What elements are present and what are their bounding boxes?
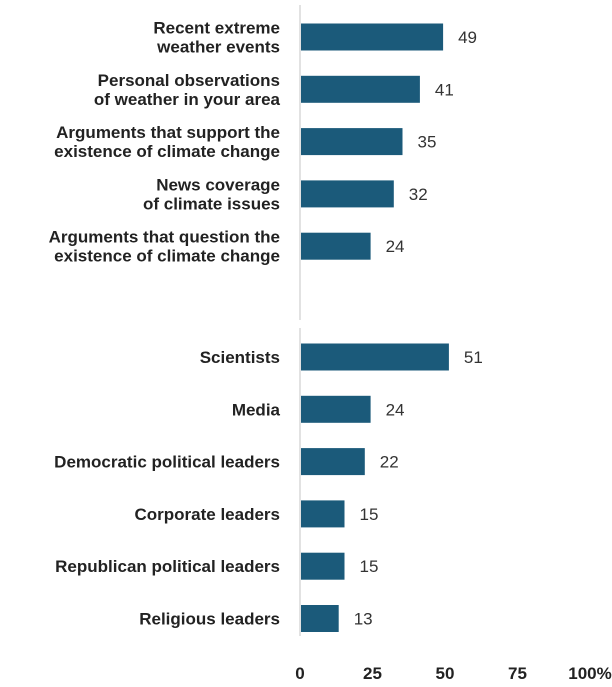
- value-label-1-4: 15: [360, 557, 379, 576]
- x-tick-1: 25: [363, 664, 382, 683]
- category-label-0-1: Personal observations of weather in your …: [94, 71, 281, 109]
- value-label-0-0: 49: [458, 28, 477, 47]
- category-labels: Recent extreme weather events Personal obs…: [49, 19, 281, 629]
- bars: [301, 23, 449, 632]
- bar-0-0: [301, 23, 444, 51]
- bar-0-3: [301, 180, 394, 208]
- value-label-0-4: 24: [386, 237, 405, 256]
- category-label-1-0: Scientists: [200, 348, 280, 367]
- value-label-1-5: 13: [354, 610, 373, 629]
- category-label-0-3: News coverage of climate issues: [143, 175, 280, 213]
- value-label-1-2: 22: [380, 453, 399, 472]
- value-label-1-0: 51: [464, 348, 483, 367]
- category-label-1-5: Religious leaders: [139, 610, 280, 629]
- bar-1-1: [301, 395, 371, 423]
- category-label-0-4: Arguments that question the existence of …: [49, 228, 280, 266]
- category-label-1-4: Republican political leaders: [55, 557, 280, 576]
- category-label-0-2: Arguments that support the existence of c…: [54, 123, 280, 161]
- category-label-1-1: Media: [232, 400, 281, 419]
- x-axis-ticks: 0 25 50 75 100%: [295, 664, 611, 683]
- x-tick-4: 100%: [568, 664, 611, 683]
- bar-1-4: [301, 552, 345, 580]
- category-label-0-0: Recent extreme weather events: [153, 19, 280, 57]
- bar-1-3: [301, 500, 345, 528]
- value-label-1-3: 15: [360, 505, 379, 524]
- bar-0-1: [301, 75, 420, 103]
- value-label-0-3: 32: [409, 185, 428, 204]
- x-tick-3: 75: [508, 664, 527, 683]
- bar-0-2: [301, 128, 403, 156]
- bar-1-2: [301, 448, 365, 476]
- value-label-0-1: 41: [435, 80, 454, 99]
- bar-1-5: [301, 605, 339, 632]
- category-label-1-3: Corporate leaders: [135, 505, 281, 524]
- value-labels: 49 41 35 32 24 51 24 22 15 15 13: [354, 28, 483, 629]
- bar-1-0: [301, 343, 449, 371]
- x-tick-2: 50: [436, 664, 455, 683]
- x-tick-0: 0: [295, 664, 304, 683]
- bar-0-4: [301, 232, 371, 260]
- category-label-1-2: Democratic political leaders: [54, 453, 280, 472]
- value-label-0-2: 35: [418, 133, 437, 152]
- value-label-1-1: 24: [386, 400, 405, 419]
